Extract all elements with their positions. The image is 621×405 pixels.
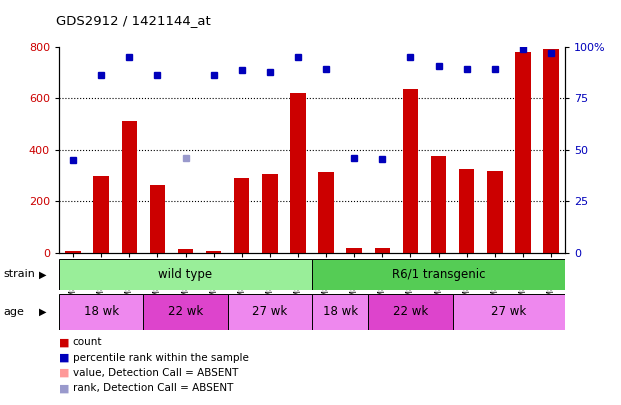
Text: 22 wk: 22 wk <box>393 305 428 318</box>
Text: ▶: ▶ <box>39 307 46 317</box>
Text: age: age <box>3 307 24 317</box>
Bar <box>234 178 250 253</box>
Bar <box>368 294 453 330</box>
Text: ■: ■ <box>59 353 70 362</box>
Text: ■: ■ <box>59 337 70 347</box>
Bar <box>319 172 334 253</box>
Text: ■: ■ <box>59 368 70 378</box>
Bar <box>228 294 312 330</box>
Bar <box>431 156 446 253</box>
Bar <box>543 49 559 253</box>
Bar <box>150 185 165 253</box>
Text: ▶: ▶ <box>39 269 46 279</box>
Bar <box>374 248 390 253</box>
Text: value, Detection Call = ABSENT: value, Detection Call = ABSENT <box>73 368 238 378</box>
Bar <box>93 176 109 253</box>
Text: count: count <box>73 337 102 347</box>
Text: 27 wk: 27 wk <box>252 305 288 318</box>
Bar <box>453 294 565 330</box>
Bar <box>59 259 312 290</box>
Text: 18 wk: 18 wk <box>322 305 358 318</box>
Text: percentile rank within the sample: percentile rank within the sample <box>73 353 248 362</box>
Bar <box>65 251 81 253</box>
Bar <box>59 294 143 330</box>
Text: strain: strain <box>3 269 35 279</box>
Text: GDS2912 / 1421144_at: GDS2912 / 1421144_at <box>56 14 211 27</box>
Text: 18 wk: 18 wk <box>84 305 119 318</box>
Text: wild type: wild type <box>158 268 212 281</box>
Text: 27 wk: 27 wk <box>491 305 527 318</box>
Bar <box>262 175 278 253</box>
Bar <box>178 249 193 253</box>
Bar <box>312 294 368 330</box>
Text: 22 wk: 22 wk <box>168 305 203 318</box>
Bar <box>206 251 221 253</box>
Bar <box>143 294 228 330</box>
Bar <box>487 171 502 253</box>
Bar <box>290 93 306 253</box>
Bar <box>347 248 362 253</box>
Bar <box>515 52 531 253</box>
Text: rank, Detection Call = ABSENT: rank, Detection Call = ABSENT <box>73 384 233 393</box>
Bar <box>459 169 474 253</box>
Bar <box>312 259 565 290</box>
Bar <box>122 122 137 253</box>
Text: ■: ■ <box>59 384 70 393</box>
Bar <box>403 89 418 253</box>
Text: R6/1 transgenic: R6/1 transgenic <box>392 268 486 281</box>
